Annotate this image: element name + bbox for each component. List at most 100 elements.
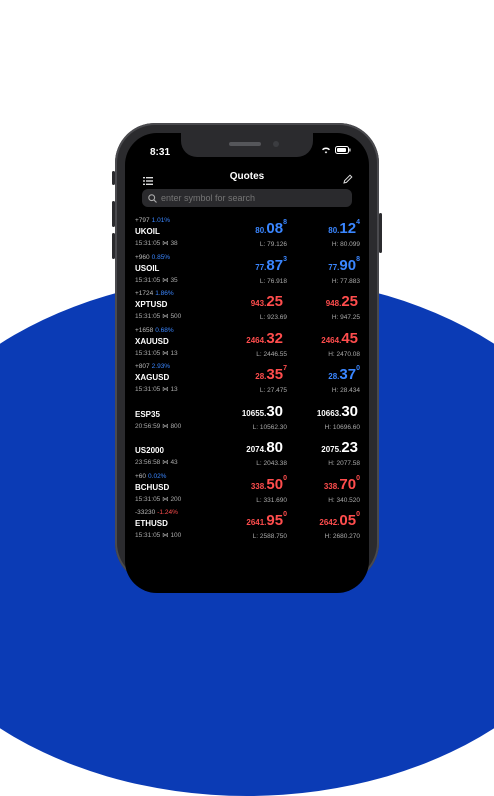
price-pip: 4 xyxy=(356,219,360,226)
price-small: 948. xyxy=(325,299,342,308)
spread-value: 200 xyxy=(170,495,182,503)
quote-row[interactable]: +1658 0.68% XAUUSD 15:31:05 ⋈ 13 2464.32 2464… xyxy=(125,327,369,364)
spread-icon: ⋈ xyxy=(160,386,171,393)
quote-row[interactable]: ESP35 20:56:59 ⋈ 800 10655.30 10663.30 L: 10… xyxy=(125,400,369,437)
price-big: 25 xyxy=(266,293,283,310)
bid-price[interactable]: 943.25 xyxy=(251,293,283,311)
price-big: 37 xyxy=(339,366,357,383)
price-big: 95 xyxy=(266,512,284,529)
search-icon xyxy=(148,193,157,203)
price-big: 35 xyxy=(266,366,284,383)
price-big: 50 xyxy=(266,475,284,493)
price-small: 2642. xyxy=(319,518,340,527)
price-big: 30 xyxy=(341,402,358,420)
change-percent: 2.93% xyxy=(151,363,171,370)
quotes-list: +797 1.01% UKOIL 15:31:05 ⋈ 38 80.088 80.124 L… xyxy=(125,217,369,546)
bid-price[interactable]: 10655.30 xyxy=(242,403,283,421)
ask-price[interactable]: 2642.050 xyxy=(319,511,360,530)
high-price: H: 947.25 xyxy=(331,314,360,321)
quote-time: 15:31:05 xyxy=(135,495,161,503)
price-big: 05 xyxy=(339,512,357,529)
price-small: 2641. xyxy=(246,518,267,527)
spread-value: 38 xyxy=(170,240,178,247)
ask-price[interactable]: 10663.30 xyxy=(317,403,358,421)
bid-price[interactable]: 77.873 xyxy=(255,256,287,275)
price-big: 25 xyxy=(341,293,358,310)
quote-row[interactable]: +1724 1.86% XPTUSD 15:31:05 ⋈ 500 943.25 948.… xyxy=(125,290,369,327)
low-price: L: 2588.750 xyxy=(252,533,287,540)
price-small: 2464. xyxy=(321,335,342,345)
quote-time-spread: 15:31:05 ⋈ 13 xyxy=(135,385,178,393)
change-points: -33230 xyxy=(135,509,156,516)
notch xyxy=(181,133,313,157)
wifi-icon xyxy=(322,147,330,154)
ask-price[interactable]: 77.908 xyxy=(328,256,360,275)
quote-time: 15:31:05 xyxy=(135,349,161,357)
spread-value: 100 xyxy=(170,532,182,539)
ask-price[interactable]: 2075.23 xyxy=(321,439,358,457)
price-small: 2075. xyxy=(321,445,342,454)
edit-pencil-icon[interactable] xyxy=(343,171,353,189)
spread-icon: ⋈ xyxy=(160,240,171,247)
symbol-name: XPTUSD xyxy=(135,300,168,309)
mute-switch xyxy=(112,171,115,185)
price-pip: 0 xyxy=(283,474,287,482)
bid-price[interactable]: 338.500 xyxy=(251,474,287,494)
spread-value: 800 xyxy=(170,422,182,430)
ask-price[interactable]: 2464.45 xyxy=(321,330,358,348)
quote-time-spread: 15:31:05 ⋈ 100 xyxy=(135,531,181,539)
bid-price[interactable]: 2074.80 xyxy=(246,439,283,457)
price-big: 08 xyxy=(266,220,284,237)
quote-time-spread: 15:31:05 ⋈ 38 xyxy=(135,239,178,247)
bid-price[interactable]: 28.357 xyxy=(255,365,287,384)
change-value: +807 2.93% xyxy=(135,363,170,370)
quote-row[interactable]: -33230 -1.24% ETHUSD 15:31:05 ⋈ 100 2641.950… xyxy=(125,509,369,546)
quote-time-spread: 23:56:58 ⋈ 43 xyxy=(135,458,178,466)
quote-row[interactable]: +60 0.02% BCHUSD 15:31:05 ⋈ 200 338.500 338.7… xyxy=(125,473,369,510)
spread-value: 13 xyxy=(170,386,178,393)
price-small: 77. xyxy=(255,262,267,272)
price-small: 10655. xyxy=(241,408,267,418)
quote-time-spread: 15:31:05 ⋈ 500 xyxy=(135,312,181,320)
price-big: 45 xyxy=(341,329,358,347)
change-percent: 1.01% xyxy=(151,217,171,224)
ask-price[interactable]: 80.124 xyxy=(328,219,360,238)
quote-row[interactable]: +797 1.01% UKOIL 15:31:05 ⋈ 38 80.088 80.124 L… xyxy=(125,217,369,254)
quote-time: 15:31:05 xyxy=(135,313,161,320)
change-value: +60 0.02% xyxy=(135,473,166,480)
price-big: 23 xyxy=(341,439,358,456)
ask-price[interactable]: 948.25 xyxy=(326,293,358,311)
quote-row[interactable]: +960 0.85% USOIL 15:31:05 ⋈ 35 77.873 77.908 L… xyxy=(125,254,369,291)
search-bar[interactable] xyxy=(142,189,352,207)
change-value: +1724 1.86% xyxy=(135,290,174,297)
bid-price[interactable]: 2464.32 xyxy=(246,330,283,348)
ask-price[interactable]: 338.700 xyxy=(324,475,360,494)
change-percent: 0.68% xyxy=(155,326,174,334)
change-percent: 1.86% xyxy=(155,290,174,297)
change-value: +1658 0.68% xyxy=(135,327,174,334)
change-percent: 0.02% xyxy=(148,472,167,480)
low-price: L: 331.690 xyxy=(256,496,287,504)
quote-row[interactable]: +807 2.93% XAGUSD 15:31:05 ⋈ 13 28.357 28.370… xyxy=(125,363,369,400)
symbol-name: US2000 xyxy=(135,446,164,455)
quote-row[interactable]: US2000 23:56:58 ⋈ 43 2074.80 2075.23 L: 2043… xyxy=(125,436,369,473)
high-price: H: 2470.08 xyxy=(328,350,360,358)
quote-time: 15:31:05 xyxy=(135,386,161,393)
volume-up-button xyxy=(112,201,115,227)
spread-icon: ⋈ xyxy=(160,422,171,430)
symbol-name: USOIL xyxy=(135,263,160,273)
symbol-name: ETHUSD xyxy=(135,519,168,528)
high-price: H: 28.434 xyxy=(331,387,360,394)
spread-value: 43 xyxy=(170,459,178,466)
spread-value: 500 xyxy=(170,313,182,320)
list-menu-icon[interactable] xyxy=(143,172,153,190)
change-points: +797 xyxy=(135,217,150,224)
high-price: H: 80.099 xyxy=(331,241,360,248)
price-big: 32 xyxy=(266,329,283,347)
ask-price[interactable]: 28.370 xyxy=(328,365,360,384)
bid-price[interactable]: 2641.950 xyxy=(246,511,287,530)
price-pip: 0 xyxy=(356,511,360,518)
bid-price[interactable]: 80.088 xyxy=(255,219,287,238)
search-input[interactable] xyxy=(157,193,341,203)
